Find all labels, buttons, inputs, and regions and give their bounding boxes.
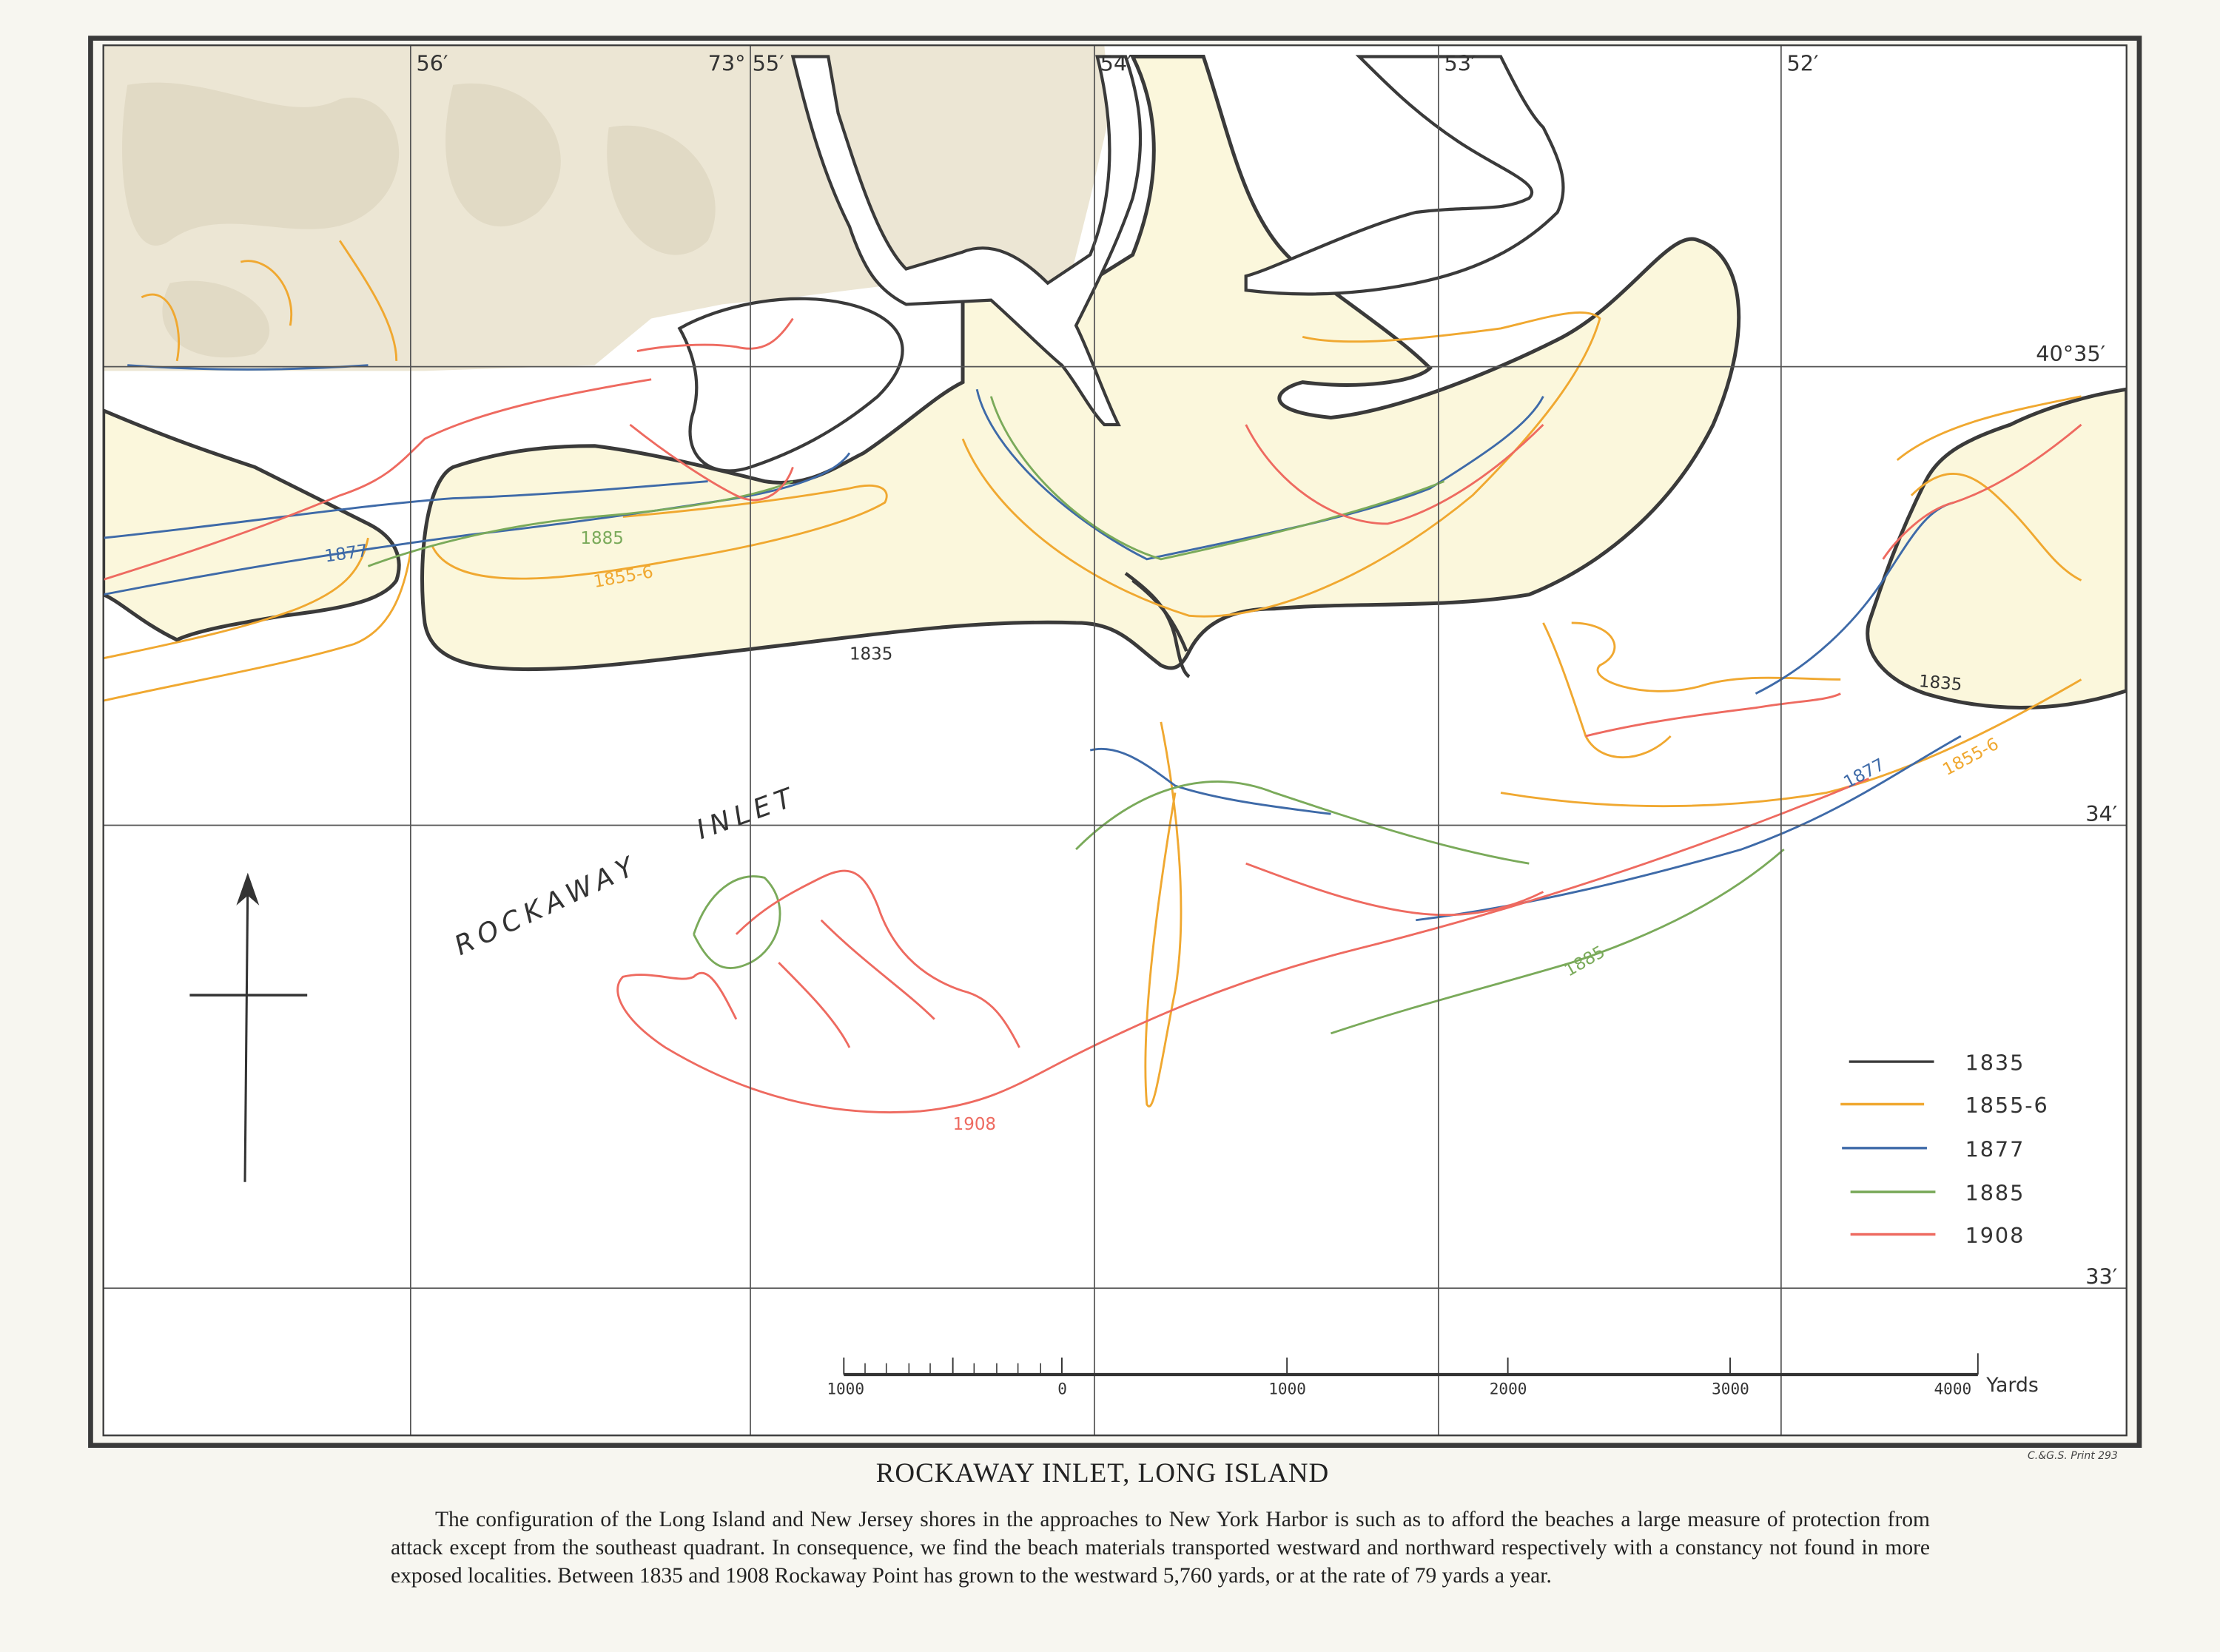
longitude-label-73-55: 73° 55′ — [708, 51, 784, 76]
legend-label-1855-6: 1855-6 — [1965, 1093, 2049, 1118]
scale-tick-label-2000: 2000 — [1490, 1380, 1527, 1398]
bay-water-north — [1244, 55, 1565, 296]
longitude-label-53: 53′ — [1444, 51, 1476, 76]
legend-label-1877: 1877 — [1965, 1136, 2025, 1162]
outer-frame — [88, 36, 2142, 1448]
scale-tick-label-1000: 1000 — [1268, 1380, 1306, 1398]
longitude-label-52: 52′ — [1787, 51, 1819, 76]
scale-tick-label-4000: 4000 — [1934, 1380, 1972, 1398]
legend-label-1908: 1908 — [1965, 1223, 2025, 1248]
legend: 1835 1855-6 1877 1885 1908 — [1840, 1051, 2048, 1248]
label-1835-east: 1835 — [1918, 672, 1962, 695]
channel-water-2 — [677, 297, 904, 473]
longitude-label-56: 56′ — [417, 51, 448, 76]
scale-unit-label: Yards — [1985, 1374, 2039, 1397]
legend-label-1835: 1835 — [1965, 1051, 2025, 1076]
scale-tick-label-1000-left: 1000 — [827, 1380, 864, 1398]
graticule — [103, 45, 2127, 1436]
inner-frame — [102, 44, 2128, 1437]
latitude-label-40-35: 40°35′ — [2036, 341, 2105, 366]
map-content — [103, 45, 2127, 1436]
scale-tick-label-0: 0 — [1057, 1380, 1067, 1398]
shoreline-1885 — [367, 396, 1785, 1035]
label-1885-west: 1885 — [580, 529, 623, 548]
label-1908-south: 1908 — [953, 1115, 996, 1134]
shoreline-1855-6 — [103, 240, 2082, 1107]
latitude-label-34: 34′ — [2085, 801, 2117, 826]
longitude-label-54: 54′ — [1100, 51, 1132, 76]
caption-text: The configuration of the Long Island and… — [391, 1508, 1930, 1588]
land-west-1835 — [103, 408, 401, 642]
north-arrow-icon — [189, 872, 308, 1182]
upland-mottle — [122, 82, 716, 358]
channel-water — [790, 55, 1143, 427]
scale-tick-label-3000: 3000 — [1712, 1380, 1749, 1398]
print-note: C.&G.S. Print 293 — [2028, 1450, 2118, 1462]
scale-bar — [843, 1353, 1979, 1377]
legend-label-1885: 1885 — [1965, 1181, 2025, 1206]
latitude-label-33: 33′ — [2085, 1264, 2117, 1289]
shoreline-1908 — [103, 317, 2082, 1113]
cut-channel-south — [1124, 572, 1191, 678]
label-1835-center: 1835 — [850, 645, 892, 664]
map-title: ROCKAWAY INLET, LONG ISLAND — [875, 1458, 1330, 1489]
